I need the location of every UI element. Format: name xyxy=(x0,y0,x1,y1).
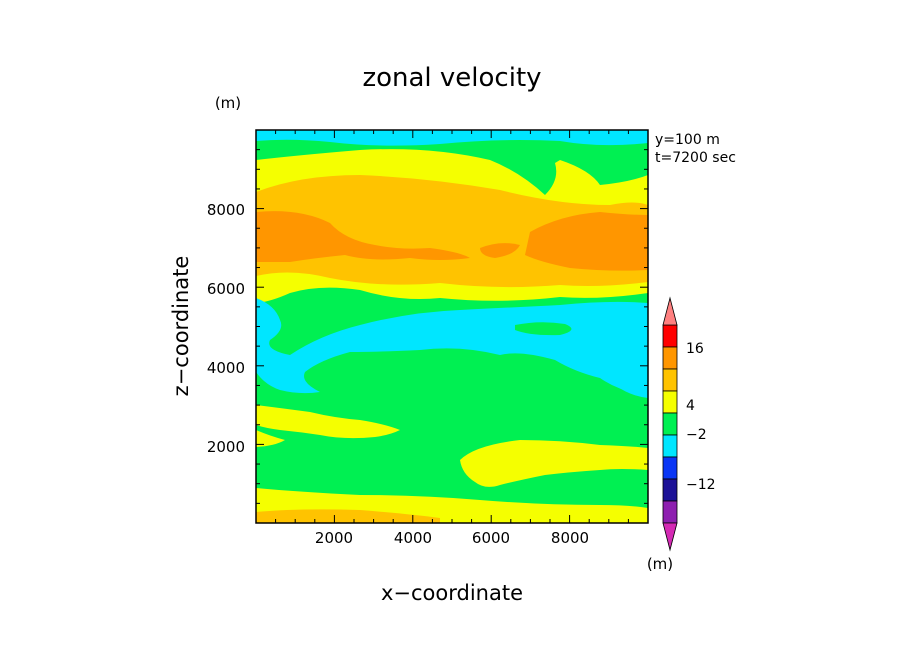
x-tick-label-8000: 8000 xyxy=(551,529,589,547)
y-axis-label: z−coordinate xyxy=(169,256,193,397)
contour-region-orange-bottom xyxy=(256,509,440,523)
colorbar-swatch xyxy=(662,346,678,370)
contour-region-cyan-main xyxy=(256,298,648,395)
contour-region-cyan-right xyxy=(600,345,648,398)
y-tick-label-8000: 8000 xyxy=(207,201,245,219)
x-tick-label-6000: 6000 xyxy=(472,529,510,547)
contour-region-orange-center xyxy=(480,243,520,258)
contour-region-orange-left xyxy=(256,211,470,262)
colorbar-tick-label-4: 4 xyxy=(686,398,695,414)
y-tick-label-6000: 6000 xyxy=(207,280,245,298)
colorbar-swatch xyxy=(662,412,678,436)
annotation-y: y=100 m xyxy=(655,132,720,148)
chart-title: zonal velocity xyxy=(362,63,541,93)
colorbar-swatch xyxy=(662,478,678,502)
y-tick-label-4000: 4000 xyxy=(207,359,245,377)
colorbar-top-arrow xyxy=(662,296,678,326)
contour-region-orange-right xyxy=(525,212,648,271)
contour-region-yellow-left-edge xyxy=(256,430,285,447)
axis-ticks xyxy=(256,130,648,523)
colorbar-tick-label-16: 16 xyxy=(686,341,704,357)
annotation-t: t=7200 sec xyxy=(655,150,736,166)
colorbar-swatch xyxy=(662,434,678,458)
colorbar-swatch xyxy=(662,390,678,414)
colorbar-swatch xyxy=(662,324,678,348)
colorbar-unit-label: (m) xyxy=(647,555,673,573)
x-axis-label: x−coordinate xyxy=(381,581,523,605)
colorbar-swatch xyxy=(662,456,678,480)
colorbar-bottom-arrow xyxy=(662,522,678,552)
y-tick-label-2000: 2000 xyxy=(207,438,245,456)
x-tick-label-2000: 2000 xyxy=(315,529,353,547)
colorbar-tick-label-minus2: −2 xyxy=(686,427,707,443)
contour-region-yellow-bottom-right xyxy=(460,440,648,487)
contour-region-yellow-lower xyxy=(256,405,400,439)
colorbar-swatch xyxy=(662,368,678,392)
colorbar-swatch xyxy=(662,500,678,524)
contour-field xyxy=(256,130,648,523)
contour-region-green-lens xyxy=(515,322,572,336)
colorbar xyxy=(662,296,678,552)
y-unit-label: (m) xyxy=(215,94,241,112)
x-tick-label-4000: 4000 xyxy=(394,529,432,547)
colorbar-tick-label-minus12: −12 xyxy=(686,477,716,493)
